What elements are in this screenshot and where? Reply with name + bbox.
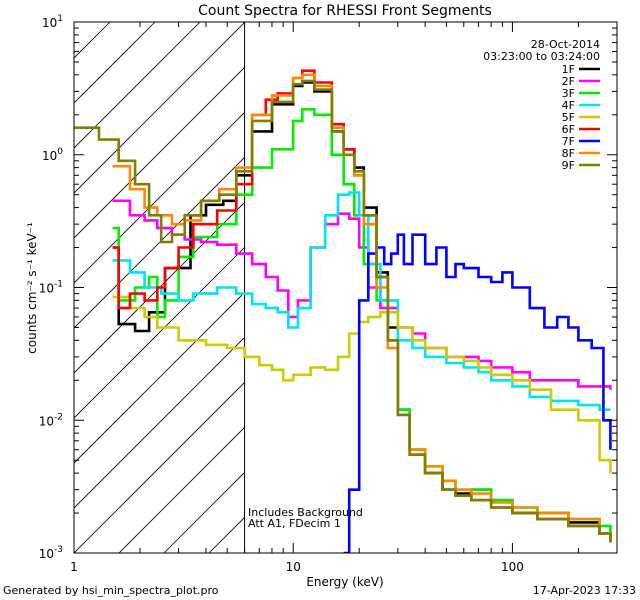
x-tick-label: 1	[70, 560, 78, 574]
hatch-line	[74, 22, 245, 194]
timestamp-label: 17-Apr-2023 17:33	[533, 584, 636, 597]
hatch-line	[524, 22, 640, 553]
hatch-line	[74, 156, 245, 329]
x-axis-label: Energy (keV)	[306, 575, 383, 589]
hatch-line	[299, 22, 640, 553]
series-line-1F	[112, 81, 612, 543]
legend-label-9F: 9F	[562, 159, 575, 172]
series-line-7F	[343, 233, 612, 553]
generated-by-label: Generated by hsi_min_spectra_plot.pro	[3, 584, 219, 597]
hatch-line	[74, 66, 245, 239]
hatch-line	[614, 22, 640, 553]
hatch-line	[118, 426, 245, 553]
y-tick-label: 10-3	[39, 545, 63, 561]
series-line-9F	[74, 79, 612, 543]
y-tick-label: 10-1	[39, 280, 63, 296]
y-tick-label: 100	[42, 147, 63, 163]
series-layer	[74, 69, 612, 553]
hatch-line	[74, 381, 245, 553]
x-tick-label: 10	[286, 560, 301, 574]
legend-label-2F: 2F	[562, 75, 575, 88]
x-tick-label: 100	[501, 560, 524, 574]
hatch-line	[74, 22, 201, 149]
note-background: Includes Background	[248, 506, 363, 519]
y-tick-label: 10-2	[39, 412, 63, 428]
series-line-4F	[112, 191, 611, 411]
excluded-region	[74, 22, 640, 553]
legend-label-3F: 3F	[562, 87, 575, 100]
legend-label-1F: 1F	[562, 63, 575, 76]
legend-label-6F: 6F	[562, 123, 575, 136]
hatch-line	[74, 246, 245, 419]
hatch-line	[569, 22, 640, 553]
axes: 1 10 100 10-3 10-2 10-1 100 101	[39, 14, 618, 574]
chart-title: Count Spectra for RHESSI Front Segments	[198, 3, 492, 19]
series-line-5F	[112, 295, 612, 474]
y-axis-label: counts cm⁻² s⁻¹ keV⁻¹	[25, 222, 39, 354]
date-label: 28-Oct-2014	[531, 38, 600, 51]
time-range-label: 03:23:00 to 03:24:00	[483, 50, 600, 63]
legend-label-4F: 4F	[562, 99, 575, 112]
y-tick-label: 101	[42, 14, 63, 30]
legend-label-8F: 8F	[562, 147, 575, 160]
hatch-line	[74, 201, 245, 374]
note-attenuator: Att A1, FDecim 1	[248, 517, 341, 530]
legend-label-7F: 7F	[562, 135, 575, 148]
legend-label-5F: 5F	[562, 111, 575, 124]
series-line-2F	[112, 199, 612, 390]
hatch-line	[74, 336, 245, 509]
